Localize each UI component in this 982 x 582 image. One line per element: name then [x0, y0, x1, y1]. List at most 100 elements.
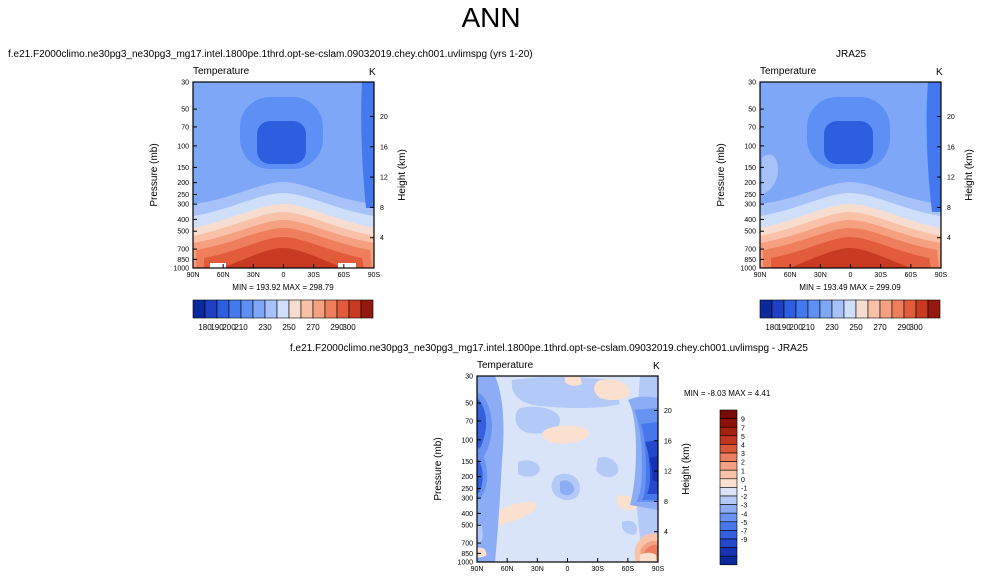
x-tick-label: 30S: [874, 272, 887, 279]
stats-label: MIN = -8.03 MAX = 4.41: [684, 389, 771, 398]
units-label: K: [653, 361, 660, 372]
x-tick-label: 90N: [754, 272, 767, 279]
y-axis-title: Pressure (mb): [433, 437, 444, 500]
colorbar-label: 250: [849, 323, 863, 332]
stats-label: MIN = 193.92 MAX = 298.79: [232, 283, 334, 292]
y-tick-label: 300: [461, 496, 473, 503]
colorbar-label: 1: [741, 468, 745, 475]
colorbar-label: 190: [777, 323, 791, 332]
colorbar-label: -4: [741, 511, 747, 518]
colorbar-label: 200: [789, 323, 803, 332]
colorbar-swatch: [264, 299, 278, 319]
y-tick-label-right: 12: [380, 175, 388, 182]
field-level: [824, 121, 873, 164]
colorbar-label: -2: [741, 494, 747, 501]
y-tick-label-right: 20: [947, 114, 955, 121]
colorbar-swatch: [204, 299, 218, 319]
y-tick-label-right: 4: [664, 529, 668, 536]
y-tick-label: 30: [748, 80, 756, 87]
y-tick-label: 400: [177, 217, 189, 224]
x-tick-label: 60N: [784, 272, 797, 279]
y-tick-label: 30: [465, 374, 473, 381]
colorbar-label: -3: [741, 503, 747, 510]
field-level: [542, 425, 590, 444]
colorbar-swatch: [360, 299, 374, 319]
axis-x: 90N 60N 30N 0 30S 60S 90S: [471, 558, 665, 573]
colorbar-swatch: [336, 299, 350, 319]
y-axis-title-right: Height (km): [397, 149, 408, 201]
y-tick-label: 1000: [457, 560, 473, 567]
colorbar-swatch: [192, 299, 206, 319]
y-tick-label: 700: [177, 247, 189, 254]
y-tick-label: 700: [461, 541, 473, 548]
colorbar-label: -9: [741, 537, 747, 544]
colorbar-swatch: [719, 435, 738, 445]
colorbar-label: 230: [258, 323, 272, 332]
colorbar-swatch: [719, 504, 738, 514]
x-tick-label: 90S: [935, 272, 948, 279]
colorbar: 97 54 3 21 0-1 -2 -3-4 -5-7 -9: [719, 409, 747, 566]
stats-label: MIN = 193.49 MAX = 299.09: [799, 283, 901, 292]
y-tick-label: 100: [177, 143, 189, 150]
field-level: [257, 121, 306, 164]
field-level: [486, 501, 537, 526]
y-tick-label: 50: [465, 401, 473, 408]
left-label: Temperature: [760, 66, 817, 77]
y-tick-label: 500: [177, 229, 189, 236]
colorbar-swatch: [276, 299, 290, 319]
colorbar-swatch: [228, 299, 242, 319]
field-level: [477, 523, 483, 545]
colorbar-swatch: [719, 495, 738, 505]
axis-x: 90N 60N 30N 0 30S 60S 90S: [187, 264, 381, 279]
field-level: [338, 263, 356, 268]
axis-y-left: 30 50 70 100 150 200 250 300 400 500 700 850 1000: [740, 80, 764, 273]
colorbar-swatch: [855, 299, 869, 319]
y-tick-label: 200: [744, 180, 756, 187]
y-tick-label-right: 20: [664, 408, 672, 415]
field-level: [565, 376, 582, 386]
y-tick-label: 850: [461, 551, 473, 558]
units-label: K: [936, 67, 943, 78]
colorbar-swatch: [300, 299, 314, 319]
y-tick-label-right: 12: [947, 175, 955, 182]
colorbar-swatch: [891, 299, 905, 319]
colorbar-swatch: [719, 555, 738, 566]
colorbar-swatch: [719, 521, 738, 531]
colorbar-swatch: [771, 299, 785, 319]
units-label: K: [369, 67, 376, 78]
panel3-title: f.e21.F2000climo.ne30pg3_ne30pg3_mg17.in…: [290, 343, 808, 354]
y-tick-label: 850: [177, 257, 189, 264]
colorbar-label: 4: [741, 442, 745, 449]
colorbar-swatch: [348, 299, 362, 319]
x-tick-label: 30S: [591, 566, 604, 573]
colorbar-label: 190: [210, 323, 224, 332]
field-level: [511, 377, 620, 408]
y-tick-label-right: 20: [380, 114, 388, 121]
x-tick-label: 90S: [368, 272, 381, 279]
y-tick-label: 250: [461, 486, 473, 493]
colorbar-label: 210: [234, 323, 248, 332]
colorbar-swatch: [915, 299, 929, 319]
colorbar-label: -7: [741, 528, 747, 535]
colorbar-label: 290: [330, 323, 344, 332]
y-axis-title-right: Height (km): [964, 149, 975, 201]
field-level: [477, 398, 487, 452]
field-level: [596, 456, 619, 478]
field-level: [477, 458, 483, 494]
x-tick-label: 60N: [501, 566, 514, 573]
x-tick-label: 0: [566, 566, 570, 573]
colorbar-swatch: [719, 538, 738, 548]
field-level: [622, 520, 638, 535]
colorbar-label: 7: [741, 425, 745, 432]
y-tick-label: 150: [177, 165, 189, 172]
colorbar-label: 230: [825, 323, 839, 332]
colorbar-swatch: [216, 299, 230, 319]
y-tick-label: 100: [461, 437, 473, 444]
y-tick-label: 70: [748, 124, 756, 131]
y-tick-label: 850: [744, 257, 756, 264]
axis-y-right: 4 8 12 16 20: [937, 114, 955, 242]
axis-y-left: 30 50 70 100 150 200 250 300 400 500 700 850 1000: [173, 80, 197, 273]
colorbar-swatch: [719, 487, 738, 497]
y-tick-label-right: 8: [664, 499, 668, 506]
